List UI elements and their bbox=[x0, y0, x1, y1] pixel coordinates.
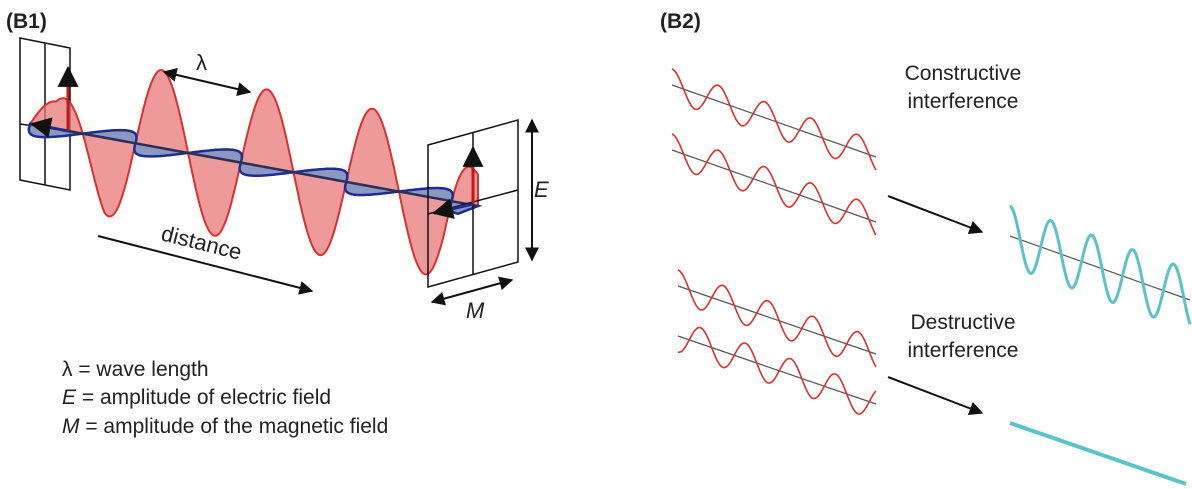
wave-axis bbox=[671, 149, 877, 223]
propagation-axis bbox=[29, 123, 479, 207]
panel-label-b1: (B1) bbox=[6, 10, 47, 33]
wave-curve bbox=[671, 68, 877, 171]
destructive-input-wave-1 bbox=[677, 269, 877, 368]
destructive-label-line2: interference bbox=[908, 339, 1019, 362]
m-amplitude-arrow bbox=[430, 276, 514, 306]
destructive-result-line bbox=[1009, 421, 1187, 486]
distance-label: distance bbox=[159, 221, 245, 265]
constructive-arrow bbox=[887, 195, 984, 235]
wave-curve bbox=[671, 133, 877, 236]
m-amplitude-label: M bbox=[466, 298, 485, 323]
left-m-vector bbox=[29, 117, 69, 138]
wavelength-arrow bbox=[162, 68, 252, 96]
constructive-input-wave-2 bbox=[671, 133, 877, 236]
electric-field-wave bbox=[28, 69, 479, 276]
constructive-label-line2: interference bbox=[908, 90, 1019, 113]
wavelength-label: λ bbox=[196, 50, 207, 75]
wave-curve bbox=[677, 326, 877, 415]
constructive-result-wave bbox=[1009, 204, 1192, 325]
destructive-label-line1: Destructive bbox=[910, 311, 1015, 334]
right-m-vector bbox=[431, 198, 474, 219]
distance-arrow bbox=[97, 235, 314, 295]
constructive-label-line1: Constructive bbox=[905, 62, 1022, 85]
legend-line-electric: E = amplitude of electric field bbox=[62, 386, 331, 409]
constructive-input-wave-1 bbox=[671, 68, 877, 171]
legend-line-magnetic: M = amplitude of the magnetic field bbox=[62, 415, 388, 438]
interference-diagram: Constructive interference Destructive in… bbox=[671, 62, 1192, 486]
destructive-arrow bbox=[887, 376, 984, 416]
wave-axis bbox=[671, 84, 877, 158]
b1-legend: λ = wave length E = amplitude of electri… bbox=[62, 358, 388, 438]
wave-curve bbox=[1009, 204, 1192, 325]
e-amplitude-label: E bbox=[534, 177, 549, 202]
legend-line-wavelength: λ = wave length bbox=[62, 358, 209, 381]
wave-axis bbox=[677, 285, 877, 355]
panel-label-b2: (B2) bbox=[660, 10, 701, 33]
magnetic-field-wave bbox=[27, 122, 483, 215]
em-wave-diagram: λ distance E M λ = wave length E = ampli… bbox=[19, 37, 549, 438]
destructive-input-wave-2 bbox=[677, 326, 877, 415]
wave-curve bbox=[677, 269, 877, 368]
